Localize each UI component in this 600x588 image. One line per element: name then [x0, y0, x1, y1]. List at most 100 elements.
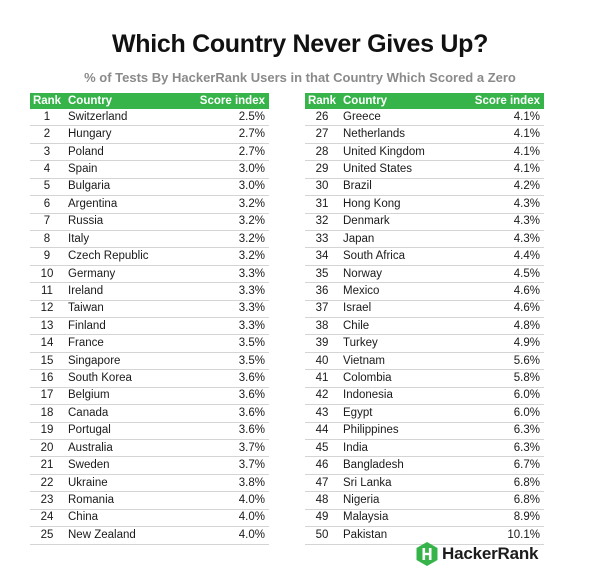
header-rank: Rank	[305, 93, 339, 109]
score-cell: 3.2%	[188, 247, 269, 266]
rank-cell: 49	[305, 509, 339, 528]
score-cell: 5.6%	[463, 352, 544, 371]
country-cell: Hong Kong	[339, 195, 463, 214]
table-row: 9 Czech Republic 3.2%	[30, 247, 269, 266]
country-cell: Sweden	[64, 456, 188, 475]
country-cell: Greece	[339, 109, 463, 127]
country-cell: Czech Republic	[64, 247, 188, 266]
table-row: 32 Denmark 4.3%	[305, 213, 544, 231]
score-cell: 4.4%	[463, 247, 544, 266]
chart-title: Which Country Never Gives Up?	[111, 30, 489, 58]
country-cell: Sri Lanka	[339, 474, 463, 493]
country-cell: South Korea	[64, 369, 188, 388]
table-row: 35 Norway 4.5%	[305, 265, 544, 284]
score-cell: 3.6%	[188, 422, 269, 441]
table-row: 47 Sri Lanka 6.8%	[305, 474, 544, 493]
table-row: 34 South Africa 4.4%	[305, 247, 544, 266]
table-row: 38 Chile 4.8%	[305, 317, 544, 336]
rank-cell: 19	[30, 422, 64, 441]
score-cell: 3.3%	[188, 317, 269, 336]
country-cell: Ireland	[64, 282, 188, 301]
hackerrank-logo: HackerRank	[416, 542, 538, 566]
table-body-right: 26 Greece 4.1% 27 Netherlands 4.1% 28 United Ki…	[305, 109, 544, 545]
table-row: 26 Greece 4.1%	[305, 109, 544, 127]
rank-cell: 14	[30, 334, 64, 353]
country-cell: Egypt	[339, 404, 463, 423]
rank-cell: 50	[305, 526, 339, 545]
country-cell: Denmark	[339, 213, 463, 231]
score-cell: 2.5%	[188, 109, 269, 127]
table-row: 22 Ukraine 3.8%	[30, 474, 269, 493]
score-cell: 6.0%	[463, 387, 544, 406]
rank-cell: 3	[30, 143, 64, 162]
country-cell: United Kingdom	[339, 143, 463, 162]
country-cell: Russia	[64, 213, 188, 231]
score-cell: 4.3%	[463, 213, 544, 231]
table-row: 43 Egypt 6.0%	[305, 404, 544, 423]
table-row: 44 Philippines 6.3%	[305, 422, 544, 441]
rank-cell: 48	[305, 491, 339, 510]
table-header-row: Rank Country Score index	[305, 93, 544, 109]
country-cell: Mexico	[339, 282, 463, 301]
table-row: 41 Colombia 5.8%	[305, 369, 544, 388]
score-cell: 4.0%	[188, 526, 269, 545]
country-cell: Switzerland	[64, 109, 188, 127]
rank-cell: 31	[305, 195, 339, 214]
country-cell: Taiwan	[64, 300, 188, 319]
table-row: 5 Bulgaria 3.0%	[30, 178, 269, 197]
rank-cell: 24	[30, 509, 64, 528]
score-cell: 3.0%	[188, 178, 269, 197]
rank-cell: 18	[30, 404, 64, 423]
country-cell: Israel	[339, 300, 463, 319]
rank-cell: 26	[305, 109, 339, 127]
table-row: 27 Netherlands 4.1%	[305, 125, 544, 144]
rank-cell: 34	[305, 247, 339, 266]
header-country: Country	[64, 93, 188, 109]
table-header-row: Rank Country Score index	[30, 93, 269, 109]
country-cell: Norway	[339, 265, 463, 284]
country-cell: Belgium	[64, 387, 188, 406]
rank-cell: 2	[30, 125, 64, 144]
country-cell: Singapore	[64, 352, 188, 371]
table-row: 21 Sweden 3.7%	[30, 456, 269, 475]
country-cell: Hungary	[64, 125, 188, 144]
table-row: 20 Australia 3.7%	[30, 439, 269, 458]
score-cell: 4.3%	[463, 195, 544, 214]
score-cell: 4.1%	[463, 125, 544, 144]
rank-cell: 15	[30, 352, 64, 371]
score-cell: 3.2%	[188, 230, 269, 249]
rank-cell: 4	[30, 160, 64, 179]
rank-cell: 29	[305, 160, 339, 179]
table-row: 6 Argentina 3.2%	[30, 195, 269, 214]
score-cell: 3.7%	[188, 456, 269, 475]
rank-cell: 23	[30, 491, 64, 510]
table-row: 18 Canada 3.6%	[30, 404, 269, 423]
score-cell: 4.0%	[188, 491, 269, 510]
country-cell: Philippines	[339, 422, 463, 441]
score-cell: 6.3%	[463, 422, 544, 441]
rank-cell: 6	[30, 195, 64, 214]
score-cell: 10.1%	[463, 526, 544, 545]
rank-cell: 30	[305, 178, 339, 197]
rank-cell: 37	[305, 300, 339, 319]
table-row: 46 Bangladesh 6.7%	[305, 456, 544, 475]
country-cell: Romania	[64, 491, 188, 510]
rank-cell: 40	[305, 352, 339, 371]
score-cell: 2.7%	[188, 125, 269, 144]
score-cell: 3.5%	[188, 352, 269, 371]
table-row: 12 Taiwan 3.3%	[30, 300, 269, 319]
score-cell: 4.6%	[463, 300, 544, 319]
table-row: 11 Ireland 3.3%	[30, 282, 269, 301]
rank-cell: 27	[305, 125, 339, 144]
table-row: 16 South Korea 3.6%	[30, 369, 269, 388]
rank-cell: 11	[30, 282, 64, 301]
country-cell: United States	[339, 160, 463, 179]
rank-cell: 16	[30, 369, 64, 388]
table-row: 19 Portugal 3.6%	[30, 422, 269, 441]
score-cell: 4.1%	[463, 160, 544, 179]
country-cell: South Africa	[339, 247, 463, 266]
score-cell: 4.3%	[463, 230, 544, 249]
table-row: 28 United Kingdom 4.1%	[305, 143, 544, 162]
score-cell: 4.5%	[463, 265, 544, 284]
rank-cell: 42	[305, 387, 339, 406]
